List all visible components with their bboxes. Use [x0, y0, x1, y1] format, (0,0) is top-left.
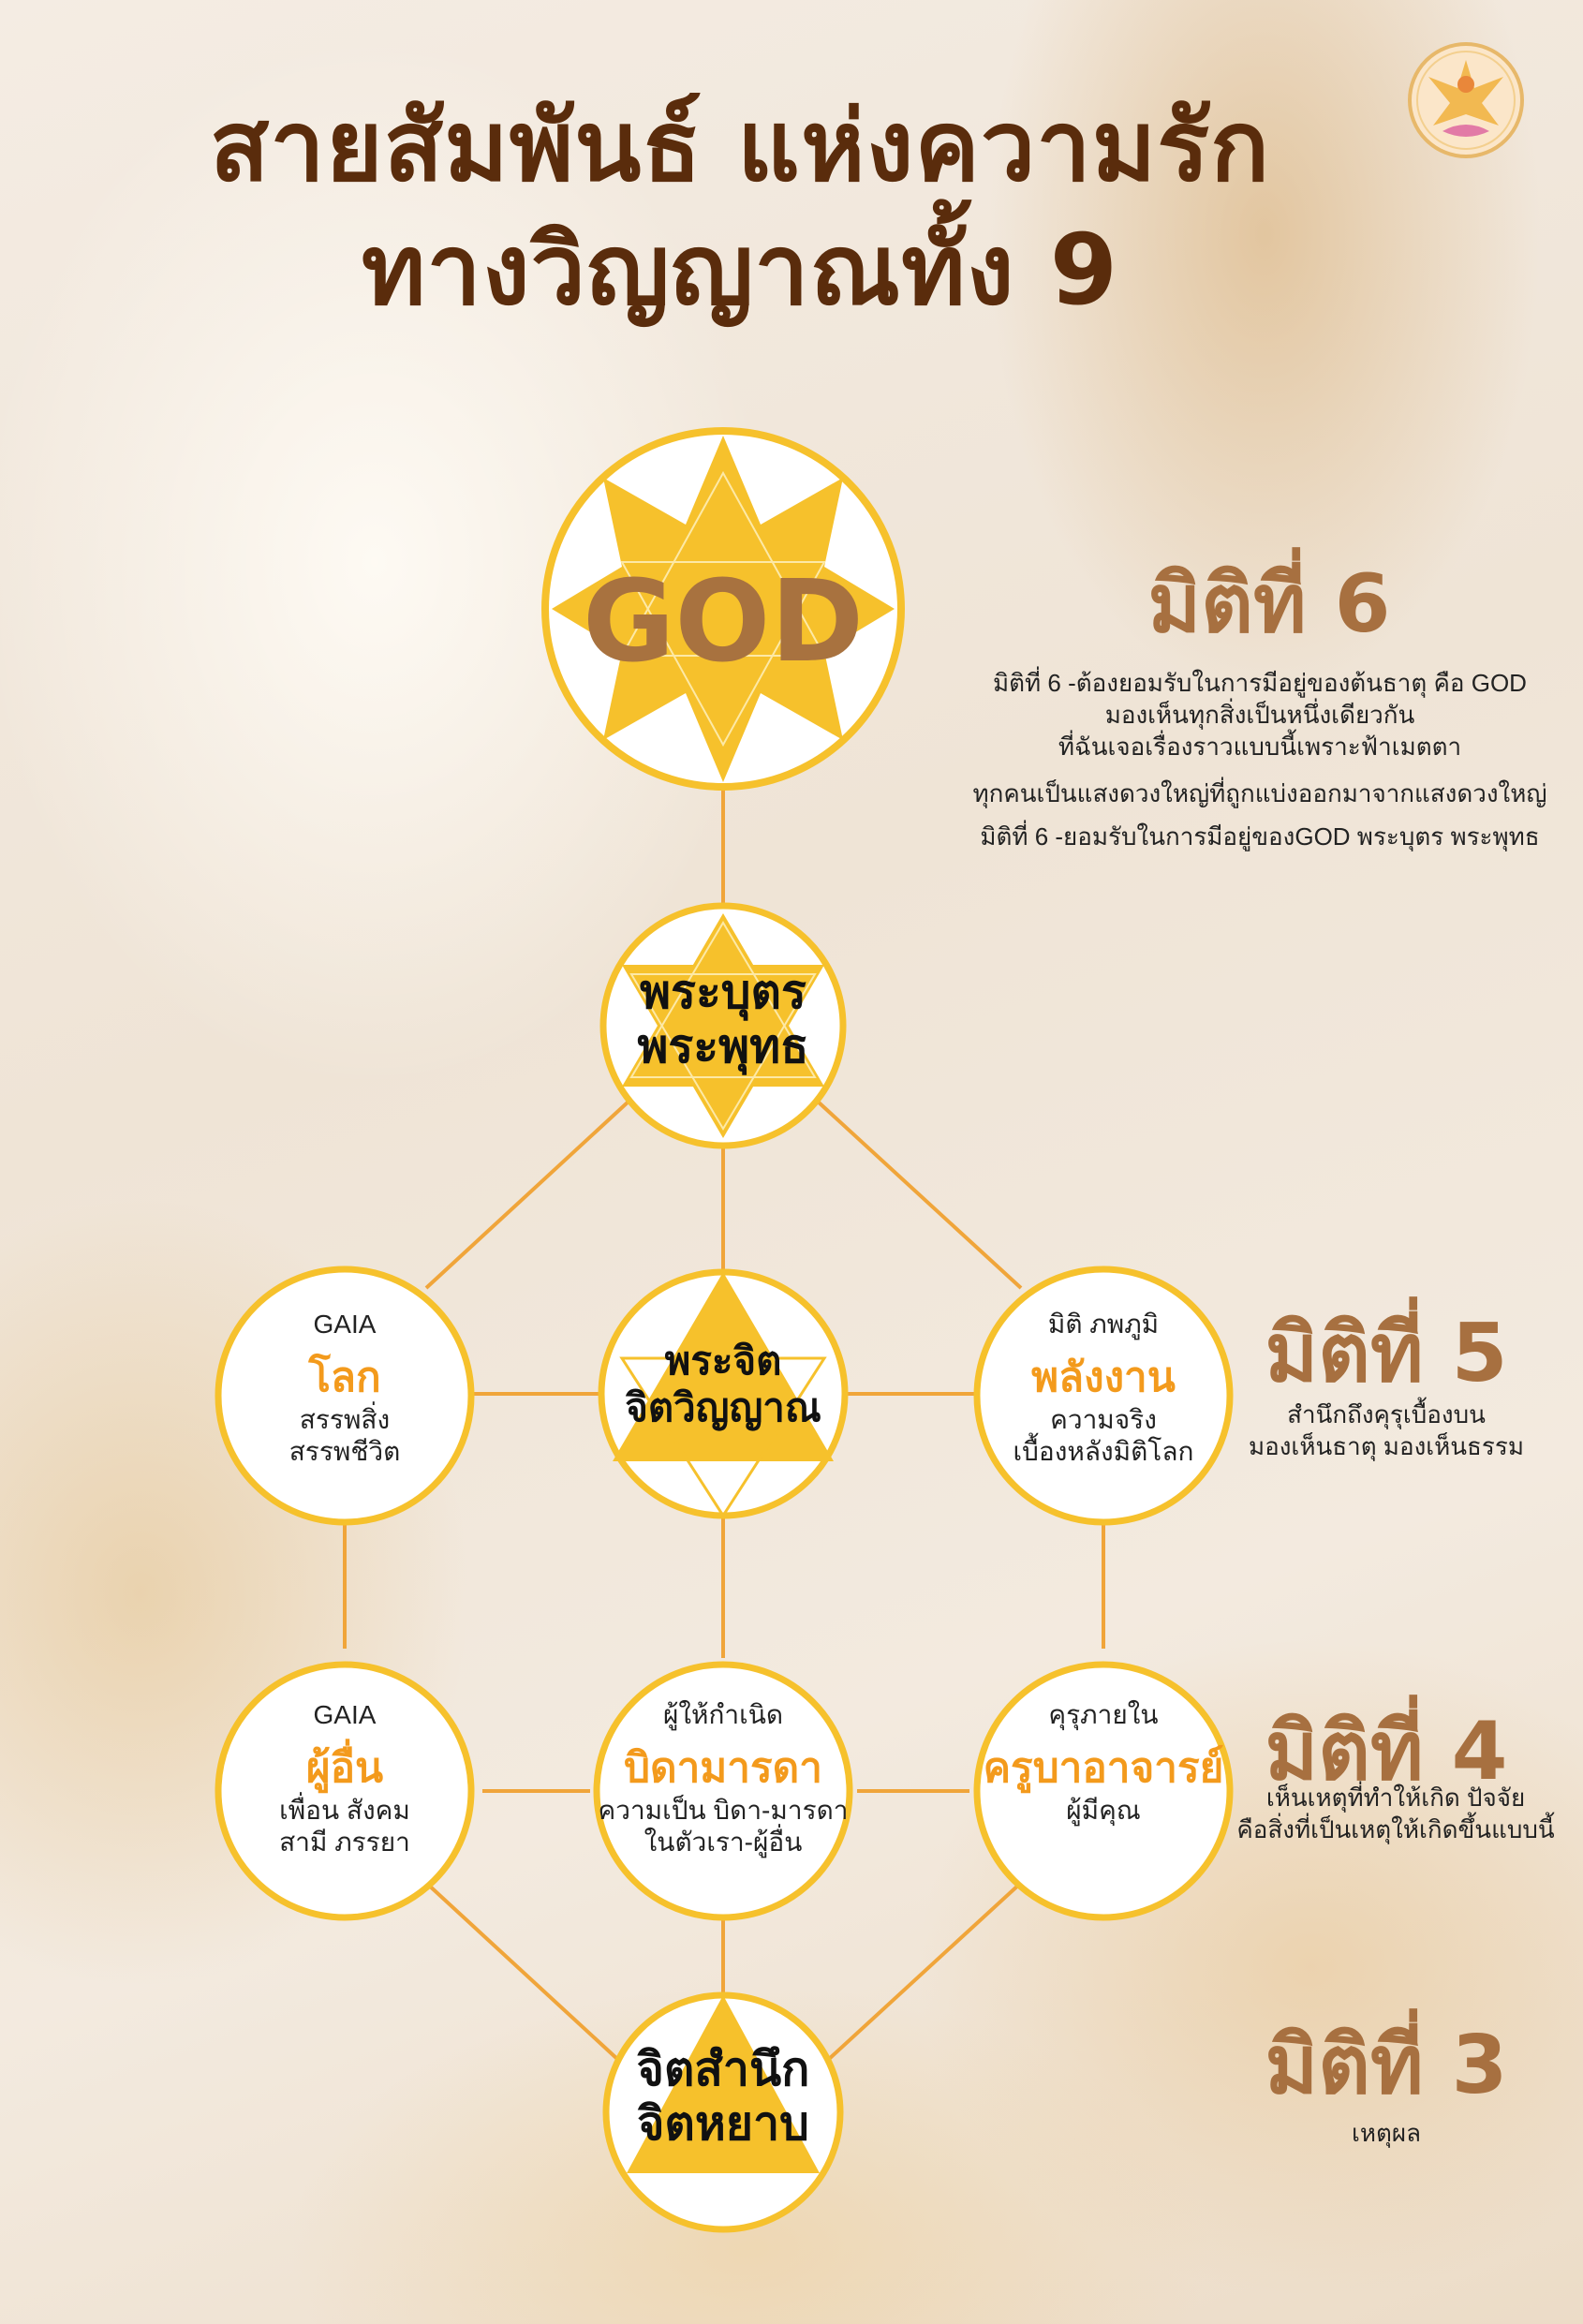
dimension-6-title: มิติที่ 6 — [1147, 557, 1391, 651]
earth-label: GAIA โลก สรรพสิ่ง สรรพชีวิต — [223, 1307, 466, 1468]
buddha-label: พระพุทธ — [637, 1020, 809, 1073]
dimension-5-title: มิติที่ 5 — [1265, 1307, 1508, 1400]
others-sub2: สามี ภรรยา — [279, 1828, 410, 1857]
line-teachers-conscience — [815, 1881, 1023, 2072]
line-son-energy — [815, 1099, 1023, 1290]
dimension-5-description: สำนึกถึงคุรุเบื้องบน มองเห็นธาตุ มองเห็น… — [1208, 1399, 1564, 1462]
parents-top: ผู้ให้กำเนิด — [662, 1700, 784, 1729]
earth-sub2: สรรพชีวิต — [288, 1437, 401, 1466]
d6-line-4: ทุกคนเป็นแสงดวงใหญ่ที่ถูกแบ่งออกมาจากแสง… — [972, 779, 1547, 807]
others-main: ผู้อื่น — [305, 1745, 384, 1791]
teachers-main: ครูบาอาจารย์ — [983, 1745, 1224, 1791]
teachers-top: คุรุภายใน — [1048, 1700, 1159, 1729]
parents-main: บิดามารดา — [624, 1745, 822, 1791]
line-others-conscience — [424, 1881, 631, 2072]
energy-main: พลังงาน — [1031, 1354, 1176, 1400]
son-label: พระบุตร — [640, 966, 806, 1018]
others-label: GAIA ผู้อื่น เพื่อน สังคม สามี ภรรยา — [223, 1697, 466, 1858]
son-buddha-node — [599, 902, 847, 1149]
dimension-3-description: เหตุผล — [1208, 2117, 1564, 2149]
title-line-2: ทางวิญญาณทั้ง 9 — [361, 213, 1119, 327]
energy-sub1: ความจริง — [1050, 1405, 1157, 1434]
emblem-logo — [1408, 42, 1524, 158]
dimension-4-description: เห็นเหตุที่ทำให้เกิด ปัจจัย คือสิ่งที่เป… — [1218, 1782, 1574, 1845]
d6-line-5: มิติที่ 6 -ยอมรับในการมีอยู่ของGOD พระบุ… — [980, 822, 1540, 851]
teachers-node — [973, 1661, 1234, 1921]
conscience-line2: จิตหยาบ — [637, 2097, 809, 2150]
dimension-6-description: มิติที่ 6 -ต้องยอมรับในการมีอยู่ของต้นธา… — [946, 667, 1574, 852]
god-label: GOD — [582, 557, 865, 688]
d4-line-1: เห็นเหตุที่ทำให้เกิด ปัจจัย — [1265, 1784, 1526, 1812]
son-buddha-label: พระบุตร พระพุทธ — [601, 965, 845, 1073]
d6-line-3: ที่ฉันเจอเรื่องราวแบบนี้เพราะฟ้าเมตตา — [1058, 733, 1462, 761]
earth-main: โลก — [308, 1354, 381, 1400]
d6-line-1: มิติที่ 6 -ต้องยอมรับในการมีอยู่ของต้นธา… — [993, 669, 1527, 697]
holy-mind-line2: จิตวิญญาณ — [625, 1385, 821, 1429]
holy-mind-node — [598, 1268, 849, 1519]
energy-top: มิติ ภพภูมิ — [1047, 1310, 1160, 1339]
energy-label: มิติ ภพภูมิ พลังงาน ความจริง เบื้องหลังม… — [982, 1307, 1225, 1468]
teachers-label: คุรุภายใน ครูบาอาจารย์ ผู้มีคุณ — [954, 1697, 1253, 1827]
d4-line-2: คือสิ่งที่เป็นเหตุให้เกิดขึ้นแบบนี้ — [1236, 1815, 1555, 1843]
energy-sub2: เบื้องหลังมิติโลก — [1013, 1437, 1194, 1466]
parents-sub1: ความเป็น บิดา-มารดา — [598, 1796, 849, 1825]
connector-lines — [343, 787, 1105, 2072]
earth-sub1: สรรพสิ่ง — [299, 1405, 391, 1434]
page-title: สายสัมพันธ์ แห่งความรัก ทางวิญญาณทั้ง 9 — [0, 84, 1480, 332]
sun-star-shape — [552, 436, 895, 782]
conscience-line1: จิตสำนึก — [636, 2043, 810, 2095]
conscience-node — [602, 1991, 844, 2233]
conscience-label: จิตสำนึก จิตหยาบ — [601, 2042, 845, 2151]
earth-top: GAIA — [313, 1310, 377, 1339]
d3-line-1: เหตุผล — [1351, 2119, 1422, 2147]
title-line-1: สายสัมพันธ์ แห่งความรัก — [209, 89, 1271, 203]
others-top: GAIA — [313, 1700, 377, 1729]
dimension-3-title: มิติที่ 3 — [1265, 2019, 1508, 2112]
god-node — [541, 427, 905, 791]
d6-line-2: มองเห็นทุกสิ่งเป็นหนึ่งเดียวกัน — [1104, 701, 1415, 729]
d5-line-1: สำนึกถึงคุรุเบื้องบน — [1287, 1400, 1486, 1428]
parents-node — [593, 1661, 853, 1921]
others-sub1: เพื่อน สังคม — [279, 1796, 410, 1825]
parents-sub2: ในตัวเรา-ผู้อื่น — [644, 1828, 803, 1857]
holy-mind-label: พระจิต จิตวิญญาณ — [583, 1338, 864, 1431]
parents-label: ผู้ให้กำเนิด บิดามารดา ความเป็น บิดา-มาร… — [583, 1697, 864, 1858]
dimension-4-title: มิติที่ 4 — [1265, 1705, 1508, 1799]
holy-mind-line1: พระจิต — [664, 1339, 782, 1383]
energy-node — [973, 1266, 1234, 1526]
line-son-earth — [424, 1099, 631, 1290]
d5-line-2: มองเห็นธาตุ มองเห็นธรรม — [1248, 1432, 1524, 1460]
earth-node — [215, 1266, 475, 1526]
teachers-sub1: ผู้มีคุณ — [1066, 1796, 1141, 1825]
others-node — [215, 1661, 475, 1921]
